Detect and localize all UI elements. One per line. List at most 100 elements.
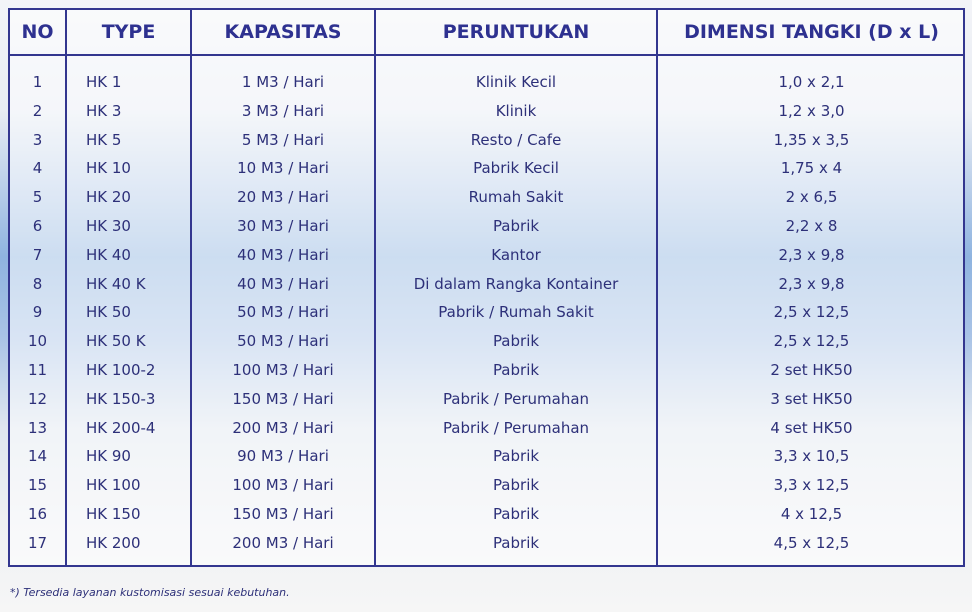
row-no: 5 [32,188,43,207]
row-no: 6 [32,217,43,235]
table-row: 17 HK 200 200 M3 / Hari Pabrik 4,5 x 12,5 [10,529,963,557]
row-type: HK 100-2 [86,361,156,379]
table-row: 16 HK 150 150 M3 / Hari Pabrik 4 x 12,5 [10,500,963,528]
table-row: 5 HK 20 20 M3 / Hari Rumah Sakit 2 x 6,5 [10,183,963,211]
row-no: 2 [32,101,43,120]
table-row: 6 HK 30 30 M3 / Hari Pabrik 2,2 x 8 [10,212,963,240]
column-divider [374,10,376,565]
row-kapasitas: 3 M3 / Hari [241,101,325,120]
column-divider [656,10,658,565]
row-type: HK 1 [86,73,122,91]
row-peruntukan: Pabrik / Rumah Sakit [438,303,594,322]
row-peruntukan: Pabrik [492,505,540,523]
row-kapasitas: 40 M3 / Hari [237,274,329,293]
row-dimensi: 4 set HK50 [770,418,853,437]
row-kapasitas: 90 M3 / Hari [237,447,329,466]
row-dimensi: 2,5 x 12,5 [773,303,850,322]
row-peruntukan: Pabrik [492,447,540,466]
row-peruntukan: Di dalam Rangka Kontainer [413,274,619,293]
row-no: 1 [32,73,43,91]
row-peruntukan: Pabrik [492,332,540,351]
table-row: 11 HK 100-2 100 M3 / Hari Pabrik 2 set HK50 [10,356,963,384]
row-kapasitas: 50 M3 / Hari [237,332,329,351]
header-dimensi: DIMENSI TANGKI (D x L) [684,21,939,43]
row-dimensi: 4,5 x 12,5 [773,533,850,552]
row-dimensi: 2,5 x 12,5 [773,332,850,351]
row-dimensi: 2 set HK50 [770,361,853,379]
row-dimensi: 3 set HK50 [770,389,853,408]
row-peruntukan: Klinik [495,101,537,120]
row-no: 4 [32,159,43,178]
row-no: 8 [32,274,43,293]
row-dimensi: 2,3 x 9,8 [778,274,845,293]
row-no: 3 [32,130,43,149]
row-type: HK 10 [86,159,131,178]
table-row: 15 HK 100 100 M3 / Hari Pabrik 3,3 x 12,5 [10,471,963,499]
row-dimensi: 3,3 x 12,5 [773,476,850,495]
row-kapasitas: 50 M3 / Hari [237,303,329,322]
row-dimensi: 3,3 x 10,5 [773,447,850,466]
row-type: HK 200 [86,533,141,552]
row-peruntukan: Pabrik [492,476,540,495]
row-type: HK 3 [86,101,122,120]
row-no: 11 [27,361,48,379]
row-peruntukan: Pabrik [492,361,540,379]
row-no: 12 [27,389,48,408]
table-row: 8 HK 40 K 40 M3 / Hari Di dalam Rangka Kont… [10,270,963,298]
row-no: 10 [27,332,48,351]
row-peruntukan: Pabrik [492,217,540,235]
row-dimensi: 1,0 x 2,1 [778,73,845,91]
row-type: HK 40 K [86,274,146,293]
header-divider [10,54,963,56]
row-type: HK 200-4 [86,418,156,437]
row-type: HK 150-3 [86,389,156,408]
row-kapasitas: 100 M3 / Hari [232,361,334,379]
table-row: 7 HK 40 40 M3 / Hari Kantor 2,3 x 9,8 [10,241,963,269]
row-dimensi: 1,75 x 4 [780,159,843,178]
column-divider [65,10,67,565]
row-kapasitas: 1 M3 / Hari [241,73,325,91]
row-kapasitas: 200 M3 / Hari [232,418,334,437]
row-type: HK 150 [86,505,141,523]
row-no: 9 [32,303,43,322]
row-peruntukan: Pabrik [492,533,540,552]
row-peruntukan: Klinik Kecil [475,73,557,91]
row-dimensi: 4 x 12,5 [780,505,843,523]
row-peruntukan: Kantor [491,245,541,264]
table-row: 3 HK 5 5 M3 / Hari Resto / Cafe 1,35 x 3,5 [10,126,963,154]
row-kapasitas: 150 M3 / Hari [232,389,334,408]
row-type: HK 100 [86,476,141,495]
row-dimensi: 2,3 x 9,8 [778,245,845,264]
row-kapasitas: 150 M3 / Hari [232,505,334,523]
row-peruntukan: Pabrik / Perumahan [442,418,590,437]
row-no: 15 [27,476,48,495]
row-type: HK 90 [86,447,131,466]
row-dimensi: 2,2 x 8 [785,217,838,235]
row-no: 17 [27,533,48,552]
row-type: HK 50 [86,303,131,322]
row-type: HK 50 K [86,332,146,351]
row-kapasitas: 200 M3 / Hari [232,533,334,552]
row-type: HK 5 [86,130,122,149]
row-no: 16 [27,505,48,523]
table-row: 12 HK 150-3 150 M3 / Hari Pabrik / Perumaha… [10,385,963,413]
row-peruntukan: Resto / Cafe [470,130,562,149]
row-no: 7 [32,245,43,264]
row-type: HK 20 [86,188,131,207]
row-kapasitas: 20 M3 / Hari [237,188,329,207]
row-no: 14 [27,447,48,466]
row-kapasitas: 10 M3 / Hari [237,159,329,178]
header-peruntukan: PERUNTUKAN [442,21,590,43]
row-peruntukan: Rumah Sakit [468,188,564,207]
row-kapasitas: 5 M3 / Hari [241,130,325,149]
footnote: *) Tersedia layanan kustomisasi sesuai k… [10,586,290,599]
row-dimensi: 1,2 x 3,0 [778,101,845,120]
table-row: 1 HK 1 1 M3 / Hari Klinik Kecil 1,0 x 2,1 [10,68,963,96]
table-row: 13 HK 200-4 200 M3 / Hari Pabrik / Perumaha… [10,414,963,442]
row-kapasitas: 30 M3 / Hari [237,217,329,235]
header-kapasitas: KAPASITAS [224,21,342,43]
row-type: HK 30 [86,217,131,235]
table-row: 9 HK 50 50 M3 / Hari Pabrik / Rumah Sakit 2,… [10,298,963,326]
header-no: NO [21,21,54,43]
column-divider [190,10,192,565]
